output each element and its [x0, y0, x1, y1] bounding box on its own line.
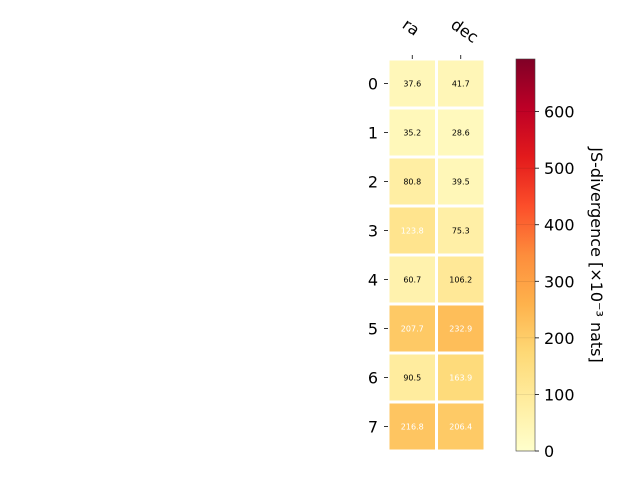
- cell-value-label: 80.8: [403, 178, 421, 187]
- colorbar-tick-label: 200: [544, 329, 575, 348]
- cell-value-label: 106.2: [449, 276, 472, 285]
- heatmap-cell: [389, 354, 435, 401]
- colorbar-gradient: [515, 58, 536, 452]
- cell-value-label: 163.9: [449, 374, 472, 383]
- heatmap-cell: [389, 403, 435, 450]
- colorbar-tick-label: 300: [544, 272, 575, 291]
- cell-value-label: 216.8: [401, 423, 424, 432]
- row-label: 6: [368, 369, 378, 388]
- heatmap-cells: 37.6 41.7 35.2 28.6 80.8 39.5 123.8 75.3 60.7 106…: [389, 60, 484, 450]
- row-label: 2: [368, 173, 378, 192]
- colorbar-tick-label: 500: [544, 159, 575, 178]
- heatmap-cell: [389, 207, 435, 254]
- heatmap-cell: [438, 305, 484, 352]
- cell-value-label: 37.6: [403, 80, 421, 89]
- heatmap-cell: [389, 158, 435, 205]
- cell-value-label: 123.8: [401, 227, 424, 236]
- colorbar-tick-label: 400: [544, 216, 575, 235]
- cell-value-label: 90.5: [403, 374, 421, 383]
- cell-value-label: 75.3: [452, 227, 470, 236]
- heatmap-cell: [438, 158, 484, 205]
- heatmap-cell: [389, 256, 435, 303]
- cell-value-label: 41.7: [452, 80, 470, 89]
- cell-value-label: 28.6: [452, 129, 470, 138]
- row-label: 7: [368, 418, 378, 437]
- cell-value-label: 35.2: [403, 129, 421, 138]
- column-labels: ra dec: [399, 15, 482, 59]
- heatmap-cell: [438, 60, 484, 107]
- colorbar-tick-label: 0: [544, 442, 554, 461]
- heatmap-cell: [438, 354, 484, 401]
- row-labels: 0 1 2 3 4 5 6 7: [368, 75, 388, 437]
- row-label: 0: [368, 75, 378, 94]
- cell-value-label: 207.7: [401, 325, 424, 334]
- heatmap-cell: [438, 207, 484, 254]
- heatmap-cell: [438, 403, 484, 450]
- column-label: ra: [399, 15, 423, 40]
- heatmap-cell: [438, 109, 484, 156]
- cell-value-label: 232.9: [449, 325, 472, 334]
- colorbar-tick-label: 600: [544, 103, 575, 122]
- column-label: dec: [447, 15, 481, 47]
- heatmap-cell: [389, 305, 435, 352]
- row-label: 4: [368, 271, 378, 290]
- heatmap-cell: [389, 109, 435, 156]
- colorbar: 0 100 200 300 400 500 600 JS-divergence [×10⁻³…: [515, 58, 606, 461]
- row-label: 1: [368, 124, 378, 143]
- cell-value-label: 60.7: [403, 276, 421, 285]
- cell-value-label: 39.5: [452, 178, 470, 187]
- row-label: 3: [368, 222, 378, 241]
- row-label: 5: [368, 320, 378, 339]
- heatmap-cell: [438, 256, 484, 303]
- heatmap-cell: [389, 60, 435, 107]
- colorbar-tick-label: 100: [544, 385, 575, 404]
- colorbar-label: JS-divergence [×10⁻³ nats]: [587, 146, 606, 362]
- colorbar-ticks: 0 100 200 300 400 500 600: [516, 103, 575, 461]
- cell-value-label: 206.4: [449, 423, 472, 432]
